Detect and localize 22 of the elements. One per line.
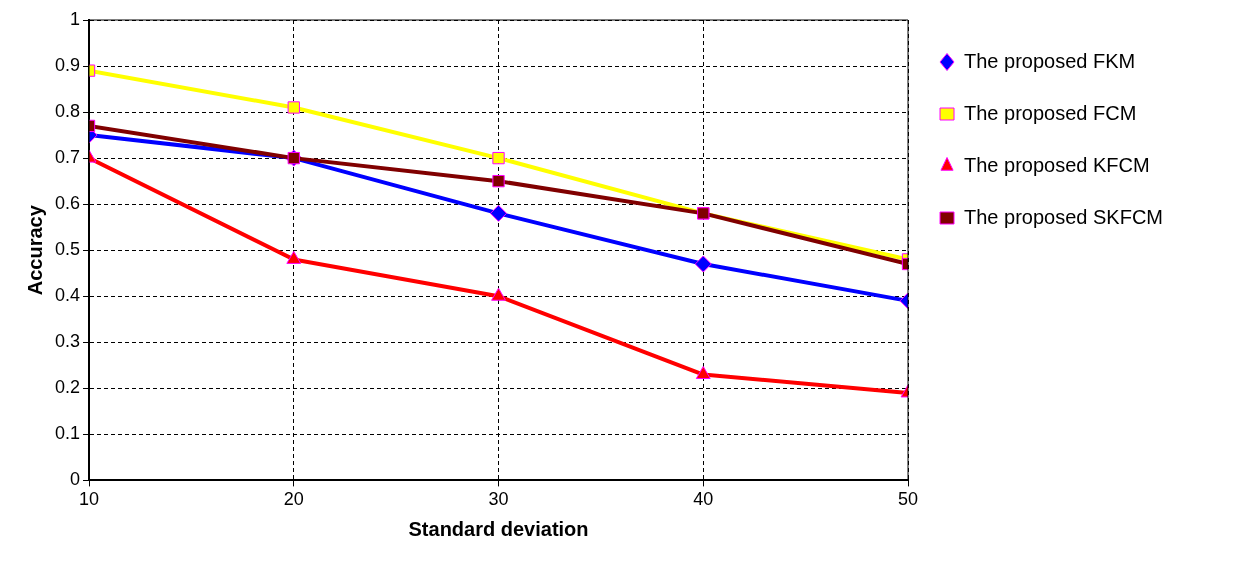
y-tick-label: 0.4 [54,285,81,306]
x-tick-label: 10 [79,489,100,510]
y-tick-label: 0.1 [54,423,81,444]
y-axis-title: Accuracy [23,204,46,296]
y-tick-label: 0.6 [54,193,81,214]
y-tick-label: 0.2 [54,377,81,398]
y-tick-label: 0.8 [54,101,81,122]
legend-label: The proposed FKM [964,49,1136,72]
x-tick-label: 50 [898,489,919,510]
y-tick-label: 0.7 [54,147,81,168]
y-tick-label: 0 [70,469,81,490]
legend-label: The proposed KFCM [964,153,1150,176]
y-tick-label: 0.5 [54,239,81,260]
y-tick-label: 0.9 [54,55,81,76]
x-axis-title: Standard deviation [408,517,589,540]
y-tick-label: 1 [70,8,81,29]
legend-label: The proposed SKFCM [964,205,1164,228]
x-tick-label: 20 [283,489,304,510]
legend-label: The proposed FCM [964,101,1137,124]
y-tick-label: 0.3 [54,331,81,352]
x-tick-label: 30 [488,489,509,510]
x-tick-label: 40 [693,489,714,510]
